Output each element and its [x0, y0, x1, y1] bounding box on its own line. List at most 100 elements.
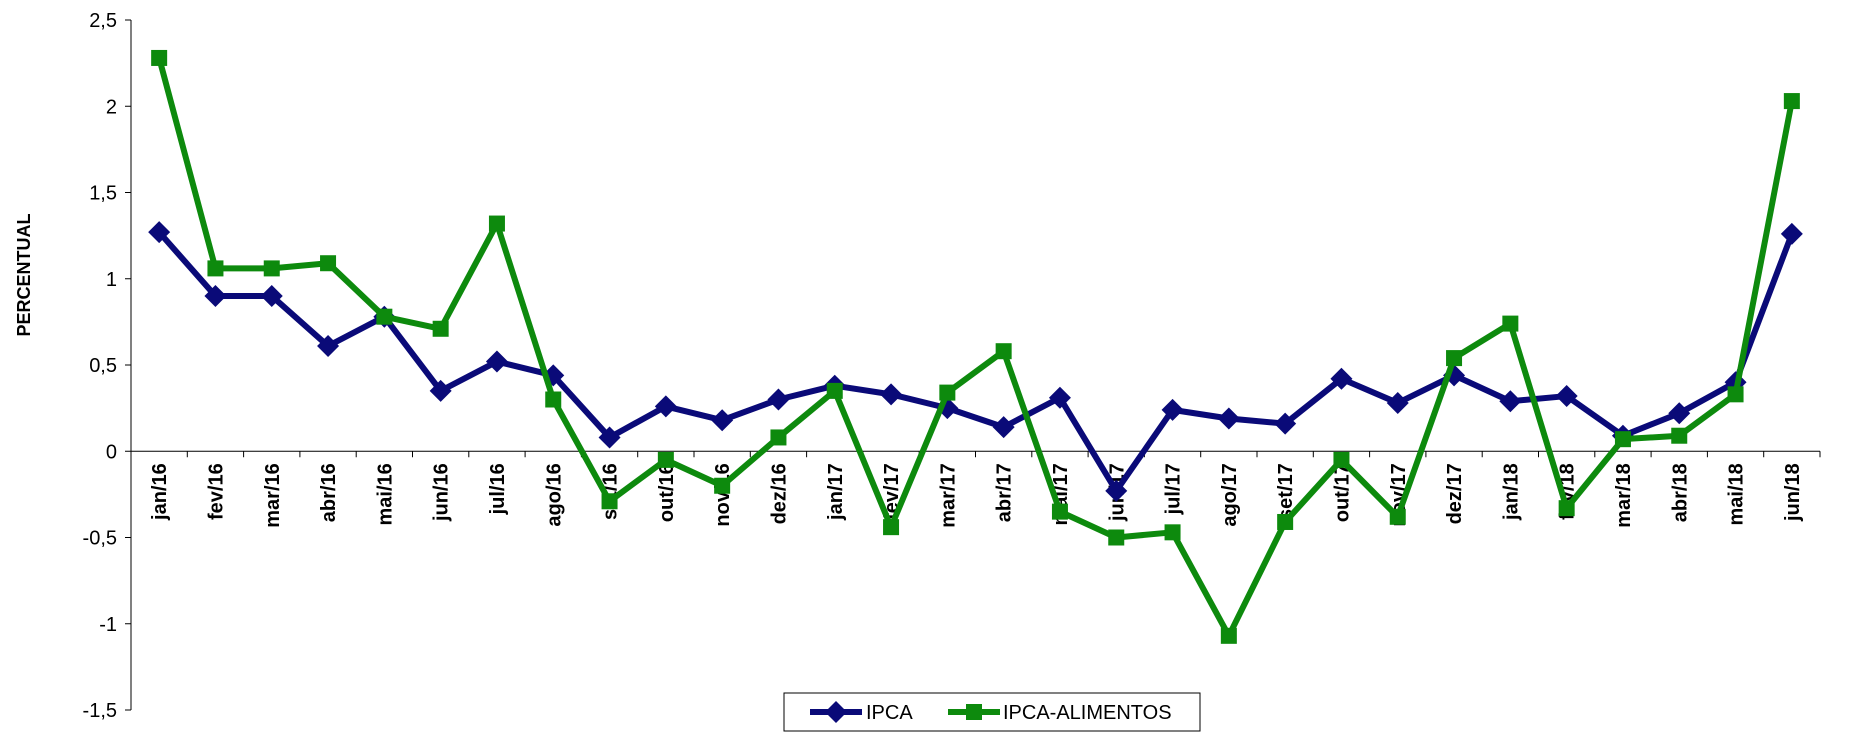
x-tick-label: abr/17 — [994, 463, 1016, 522]
data-point — [1499, 390, 1522, 413]
data-point — [1671, 427, 1688, 444]
data-point — [657, 451, 674, 468]
data-point — [148, 221, 171, 244]
data-point — [770, 429, 787, 446]
legend-label: IPCA-ALIMENTOS — [1003, 702, 1172, 724]
data-point — [826, 382, 843, 399]
y-tick-label: 2 — [106, 96, 117, 118]
y-tick-label: 2,5 — [89, 10, 117, 32]
data-point — [714, 477, 731, 494]
data-point — [939, 384, 956, 401]
data-point — [1217, 407, 1240, 430]
y-tick-label: -0,5 — [83, 528, 117, 550]
x-tick-label: mar/17 — [937, 463, 959, 528]
y-axis-label: PERCENTUAL — [14, 213, 34, 336]
data-point — [880, 383, 903, 406]
x-tick-label: abr/16 — [318, 463, 340, 522]
data-point — [1558, 500, 1575, 517]
data-point — [1389, 508, 1406, 525]
data-point — [1333, 451, 1350, 468]
x-tick-label: mar/16 — [262, 463, 284, 528]
x-tick-label: ago/17 — [1219, 463, 1241, 526]
data-point — [263, 260, 280, 277]
y-tick-label: -1,5 — [83, 700, 117, 722]
x-tick-label: out/16 — [656, 463, 678, 522]
data-point — [1220, 627, 1237, 644]
data-point — [432, 320, 449, 337]
x-tick-label: dez/17 — [1444, 463, 1466, 524]
x-tick-label: abr/18 — [1669, 463, 1691, 522]
data-point — [485, 350, 508, 373]
data-point — [1668, 402, 1691, 425]
x-tick-label: jun/18 — [1782, 463, 1804, 522]
data-point — [601, 493, 618, 510]
data-point — [1783, 93, 1800, 110]
legend: IPCA IPCA-ALIMENTOS — [783, 692, 1201, 732]
data-point — [376, 308, 393, 325]
data-point — [207, 260, 224, 277]
data-point — [1555, 385, 1578, 408]
data-point — [1161, 398, 1184, 421]
x-tick-label: fev/16 — [205, 463, 227, 520]
data-point — [488, 215, 505, 232]
x-tick-label: jan/18 — [1500, 463, 1522, 521]
legend-swatch-marker — [825, 701, 847, 723]
data-point — [1614, 431, 1631, 448]
legend-swatch-marker — [966, 704, 982, 720]
legend-label: IPCA — [866, 702, 913, 724]
data-point — [995, 343, 1012, 360]
data-point — [545, 391, 562, 408]
data-point — [1108, 529, 1125, 546]
x-tick-label: ago/16 — [543, 463, 565, 526]
data-point — [883, 519, 900, 536]
x-tick-label: set/17 — [1275, 463, 1297, 520]
data-point — [429, 379, 452, 402]
data-point — [1727, 386, 1744, 403]
x-tick-label: jul/17 — [1163, 463, 1185, 515]
x-tick-label: mai/18 — [1726, 463, 1748, 525]
y-tick-label: 1 — [106, 269, 117, 291]
data-point — [320, 255, 337, 272]
legend-item: IPCA — [810, 701, 913, 724]
data-point — [260, 285, 283, 307]
data-point — [151, 49, 168, 66]
y-axis: 2,5 2 1,5 1 0,5 0 -0,5 -1 -1,5 — [83, 10, 132, 722]
legend-item: IPCA-ALIMENTOS — [948, 702, 1172, 724]
data-point — [711, 409, 734, 432]
data-point — [654, 395, 677, 418]
y-tick-label: 1,5 — [89, 183, 117, 205]
x-axis: jan/16 fev/16 mar/16 abr/16 mai/16 jun/16 jul/… — [130, 450, 1821, 528]
series-line — [156, 57, 1795, 639]
data-point — [1446, 350, 1463, 367]
y-tick-label: 0 — [106, 441, 117, 463]
data-point — [1386, 391, 1409, 414]
y-tick-label: -1 — [99, 614, 117, 636]
x-tick-label: out/17 — [1331, 463, 1353, 522]
y-tick-label: 0,5 — [89, 355, 117, 377]
x-tick-label: mar/18 — [1613, 463, 1635, 528]
data-point — [1105, 479, 1128, 502]
series-layer — [148, 49, 1803, 644]
x-tick-label: jan/16 — [149, 463, 171, 521]
x-tick-label: jul/16 — [487, 463, 509, 515]
data-point — [204, 285, 227, 307]
data-point — [992, 416, 1015, 439]
series-ipca-alimentos — [151, 49, 1800, 644]
data-point — [1330, 367, 1353, 390]
data-point — [767, 388, 790, 411]
data-point — [317, 335, 340, 358]
x-tick-label: nov/16 — [712, 463, 734, 526]
x-tick-label: dez/16 — [768, 463, 790, 524]
data-point — [1277, 513, 1294, 530]
data-point — [1502, 315, 1519, 332]
x-tick-label: jun/16 — [431, 463, 453, 522]
data-point — [1780, 222, 1803, 245]
data-point — [598, 426, 621, 449]
data-point — [1051, 503, 1068, 520]
data-point — [1048, 386, 1071, 409]
data-point — [1164, 524, 1181, 541]
x-tick-label: mai/16 — [374, 463, 396, 525]
data-point — [1274, 412, 1297, 435]
x-tick-label: jan/17 — [825, 463, 847, 521]
